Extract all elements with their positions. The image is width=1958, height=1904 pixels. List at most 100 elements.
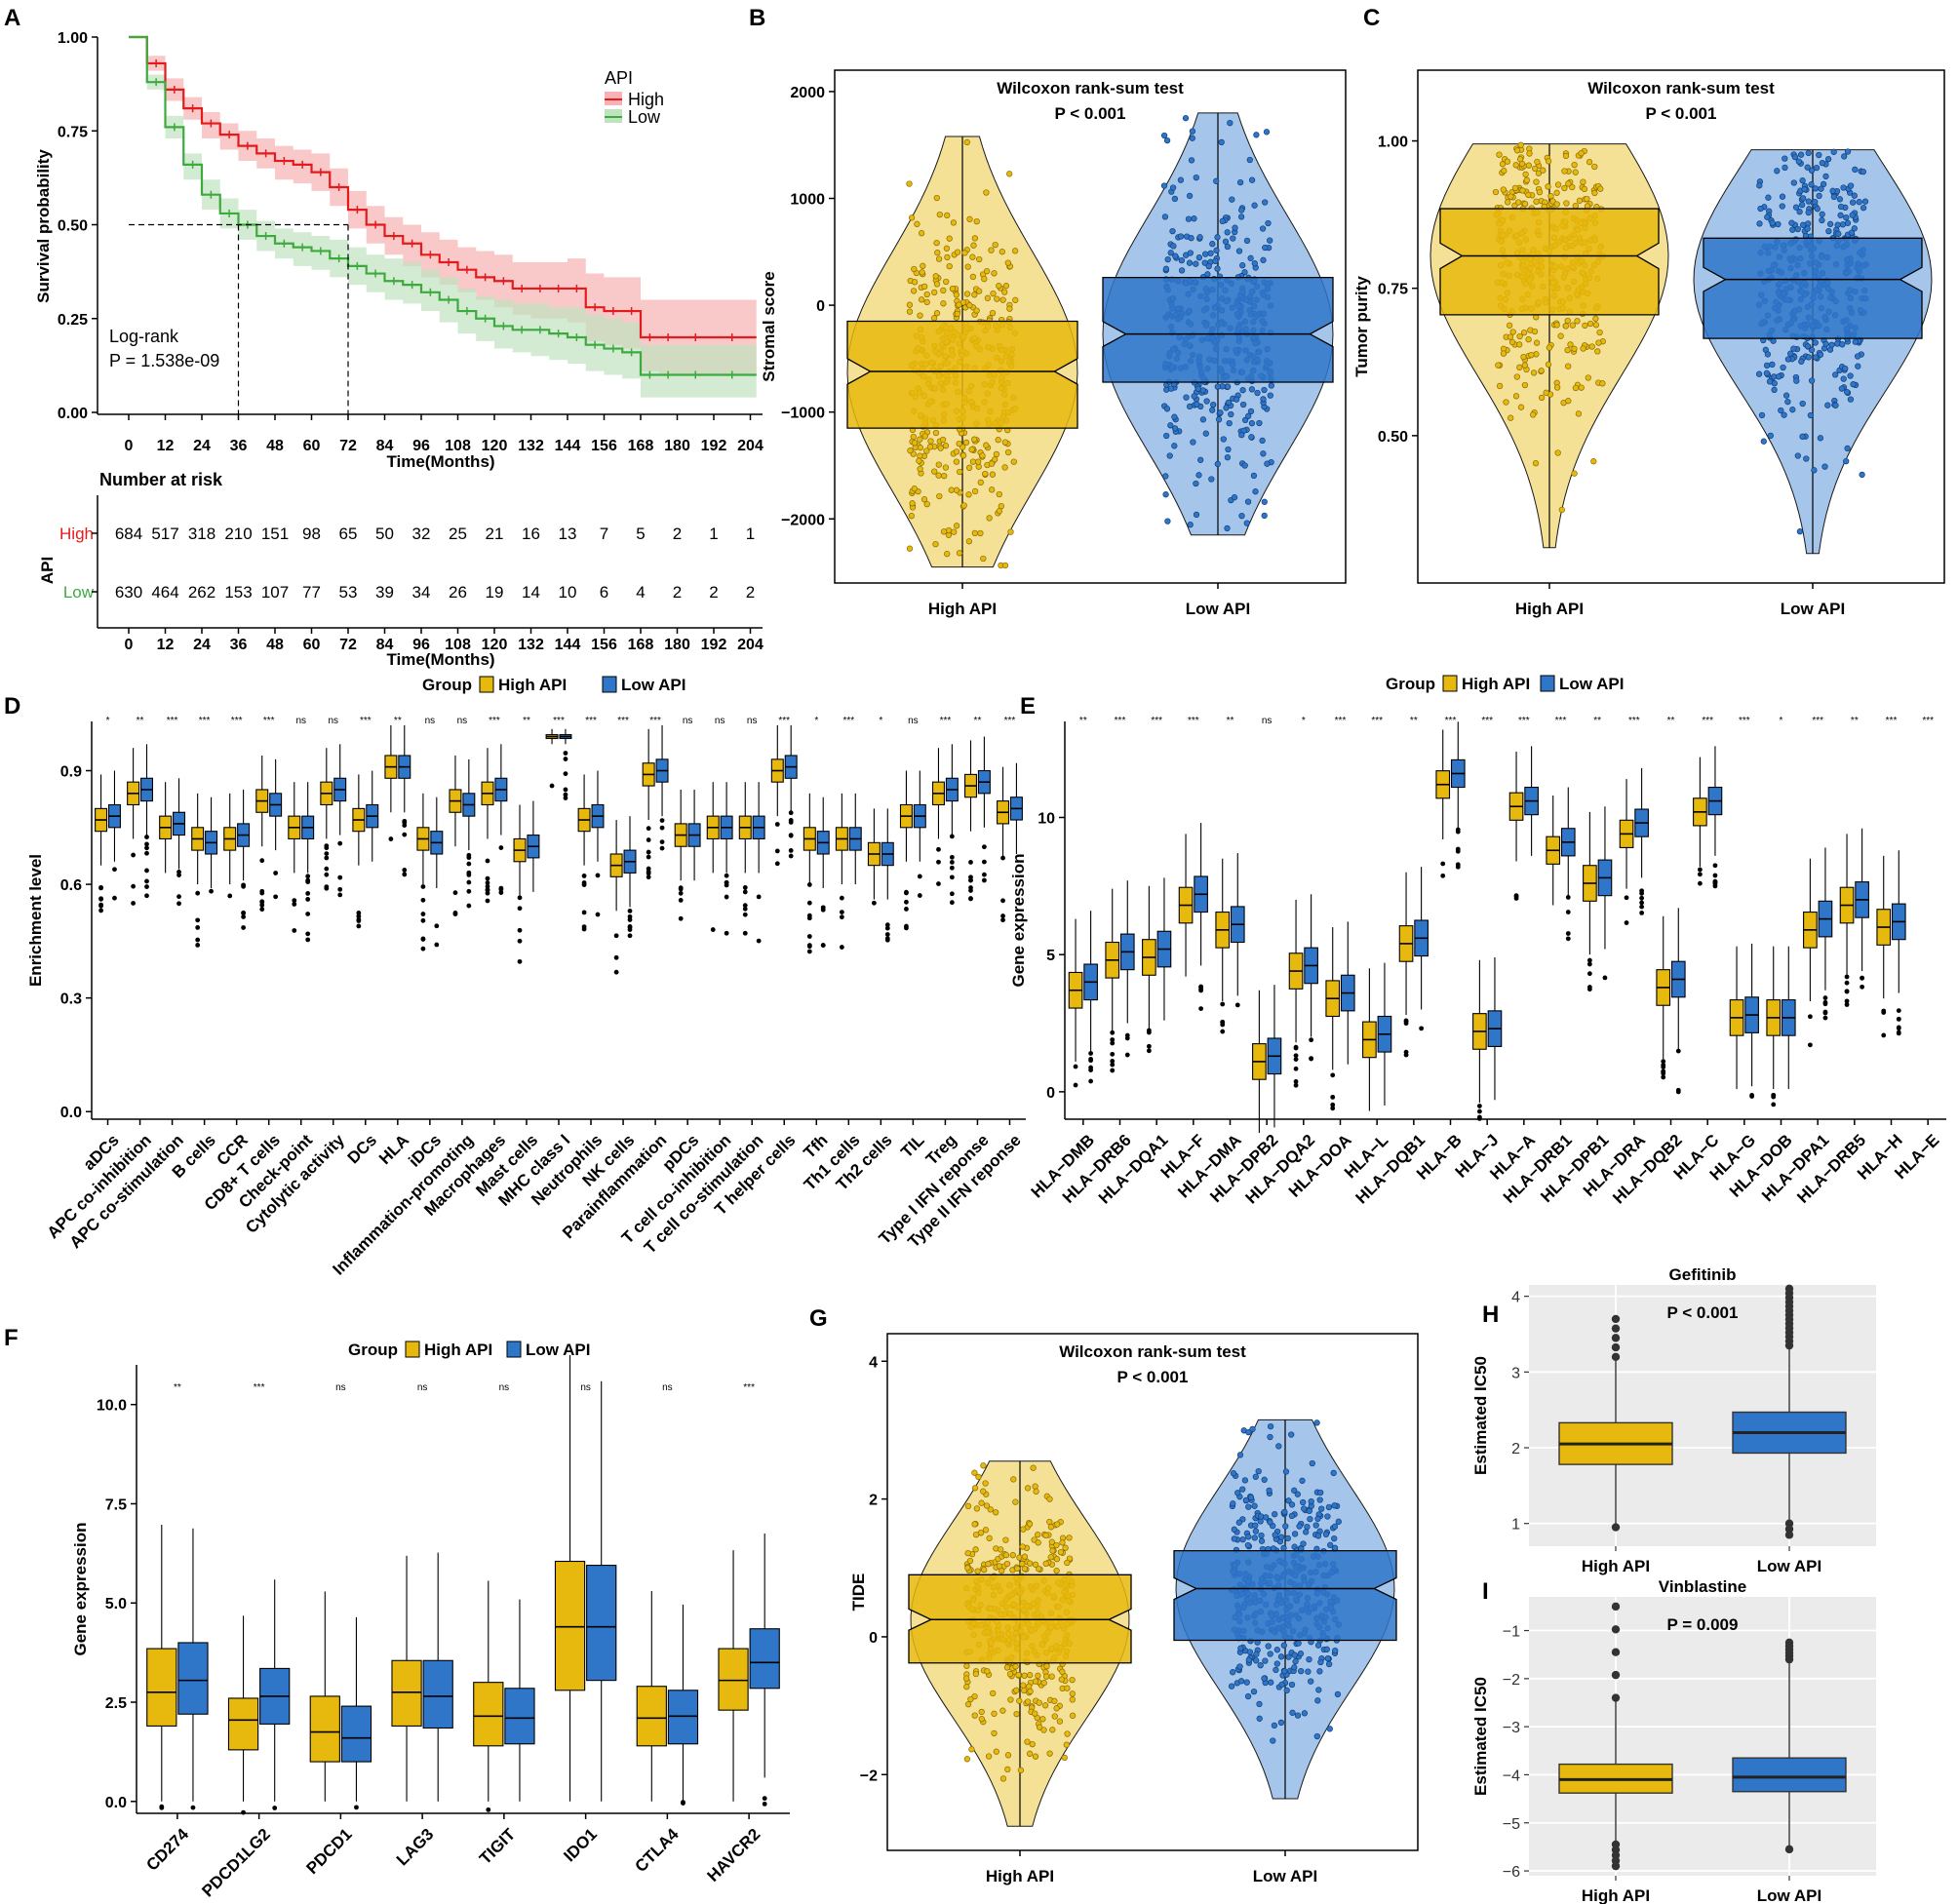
data-point [1303,1529,1310,1535]
outlier-point [762,1801,767,1807]
data-point [1851,225,1858,232]
significance-mark: ** [1410,716,1418,726]
outlier-point [806,900,812,906]
p-value: P < 0.001 [1117,1368,1189,1386]
data-point [966,1557,974,1565]
data-point [1268,1679,1274,1686]
outlier-point [195,917,201,923]
data-point [940,287,947,294]
outlier-point [466,870,472,875]
data-point [989,471,997,478]
data-point [1214,460,1221,468]
outlier-point [1124,1035,1130,1041]
data-point [1265,219,1272,227]
box-0 [1439,208,1660,316]
data-point [1237,1645,1244,1651]
category-label: PDCD1LG2 [198,1825,274,1901]
data-point [971,487,979,495]
data-point [1215,416,1223,423]
data-point [1520,329,1528,336]
box-low [586,1565,617,1682]
outlier-point [273,871,279,875]
data-point [926,444,934,450]
outlier-point [820,943,826,949]
outlier-point [144,893,149,899]
legend-label-low: Low [628,107,661,127]
outlier-point [917,874,922,879]
outlier-point [337,886,343,892]
risk-x-tick-label: 180 [664,637,690,653]
outlier-point [485,883,490,889]
outlier-point [485,880,490,885]
data-point [1852,166,1859,174]
outlier-point [1639,895,1645,901]
data-point [1327,1541,1334,1548]
data-point [1496,382,1504,390]
outlier-point [1675,1087,1681,1093]
data-point [1282,1523,1289,1530]
data-point [1010,458,1017,465]
risk-x-tick-label: 48 [266,637,284,653]
outlier-point [1476,1104,1482,1108]
x-tick-label: High API [928,600,997,618]
data-point [992,241,999,249]
data-point [1069,1712,1077,1719]
data-point [971,1469,978,1476]
outlier-point [788,833,794,838]
x-tick-label: 180 [664,438,690,454]
data-point [1838,385,1846,392]
outlier-point [839,910,844,915]
x-tick-label: 12 [157,438,175,454]
significance-mark: ns [662,1382,673,1393]
data-point [1531,328,1539,335]
risk-value: 464 [151,583,178,602]
data-point [1528,351,1535,359]
data-point [1013,1710,1020,1718]
outlier-point [144,878,149,884]
data-point [1043,1662,1050,1670]
data-point [1787,350,1794,357]
data-point [1209,241,1216,248]
data-point [1224,383,1232,390]
data-point [1027,1672,1034,1679]
data-point [911,486,918,492]
y-tick-label: 0.75 [1378,282,1408,298]
outlier-point [1110,1051,1116,1057]
outlier-point [356,913,362,919]
outlier-point [1088,1051,1094,1056]
outlier-point [563,751,568,756]
outlier-point [1309,1037,1314,1043]
risk-x-tick-label: 144 [555,637,581,653]
data-point [1803,455,1810,462]
data-point [965,464,973,471]
x-tick-label: 192 [701,438,727,454]
data-point [1049,1547,1056,1554]
data-point [1545,361,1552,368]
data-point [1508,414,1514,421]
data-point [968,1746,975,1753]
data-point [1011,248,1019,254]
data-point [1203,398,1210,405]
data-point [1836,196,1844,203]
y-axis-label: Tumor purity [1352,276,1371,377]
data-point [1807,411,1815,419]
data-point [1178,256,1186,264]
data-point [976,255,983,263]
outlier-point [820,907,826,913]
y-tick-label: 0.9 [60,764,82,781]
outlier-point [968,885,973,890]
y-tick-label: 1.00 [1378,135,1408,151]
data-point [1064,1685,1071,1691]
data-point [1267,1519,1273,1526]
data-point [1799,433,1806,440]
data-point [1210,401,1217,408]
box-1 [1173,1549,1397,1642]
outlier-point [742,912,748,917]
data-point [1193,511,1200,519]
outlier-point [112,867,117,873]
x-tick-label: 72 [339,438,357,454]
risk-x-tick-label: 96 [412,637,430,653]
outlier-point [1000,898,1005,904]
outlier-point [904,890,909,896]
data-point [1040,1727,1047,1733]
